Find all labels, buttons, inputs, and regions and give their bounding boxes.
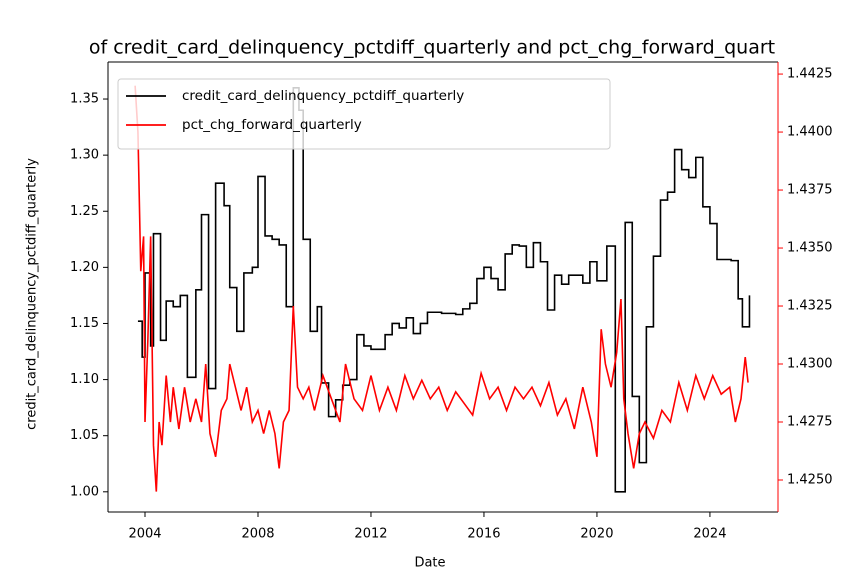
y-tick-label: 1.30 xyxy=(70,148,99,163)
y2-tick-label: 1.4325 xyxy=(787,299,833,314)
y-axis-label: credit_card_delinquency_pctdiff_quarterl… xyxy=(25,158,40,430)
y-tick-label: 1.15 xyxy=(70,316,99,331)
x-tick-label: 2020 xyxy=(580,527,613,542)
x-tick-label: 2004 xyxy=(128,527,161,542)
x-tick-label: 2012 xyxy=(354,527,387,542)
y-tick-label: 1.05 xyxy=(70,428,99,443)
y-tick-label: 1.20 xyxy=(70,260,99,275)
y2-tick-label: 1.4275 xyxy=(787,415,833,430)
y-tick-label: 1.35 xyxy=(70,92,99,107)
y-tick-label: 1.25 xyxy=(70,204,99,219)
chart-title: of credit_card_delinquency_pctdiff_quart… xyxy=(89,37,775,59)
x-tick-label: 2008 xyxy=(241,527,274,542)
series-line xyxy=(137,87,751,493)
y2-tick-label: 1.4300 xyxy=(787,357,833,372)
y2-tick-label: 1.4400 xyxy=(787,125,833,140)
x-axis-label: Date xyxy=(414,556,445,571)
y2-tick-label: 1.4375 xyxy=(787,183,833,198)
legend-box xyxy=(117,78,611,150)
legend-label: credit_card_delinquency_pctdiff_quarterl… xyxy=(182,88,464,104)
y-tick-label: 1.00 xyxy=(70,484,99,499)
y2-tick-label: 1.4250 xyxy=(787,472,833,487)
x-tick-label: 2024 xyxy=(693,527,726,542)
y2-tick-label: 1.4350 xyxy=(787,241,833,256)
series-line xyxy=(134,85,749,492)
y2-tick-label: 1.4425 xyxy=(787,67,833,82)
x-tick-label: 2016 xyxy=(467,527,500,542)
y-tick-label: 1.10 xyxy=(70,372,99,387)
legend-label: pct_chg_forward_quarterly xyxy=(182,117,362,133)
